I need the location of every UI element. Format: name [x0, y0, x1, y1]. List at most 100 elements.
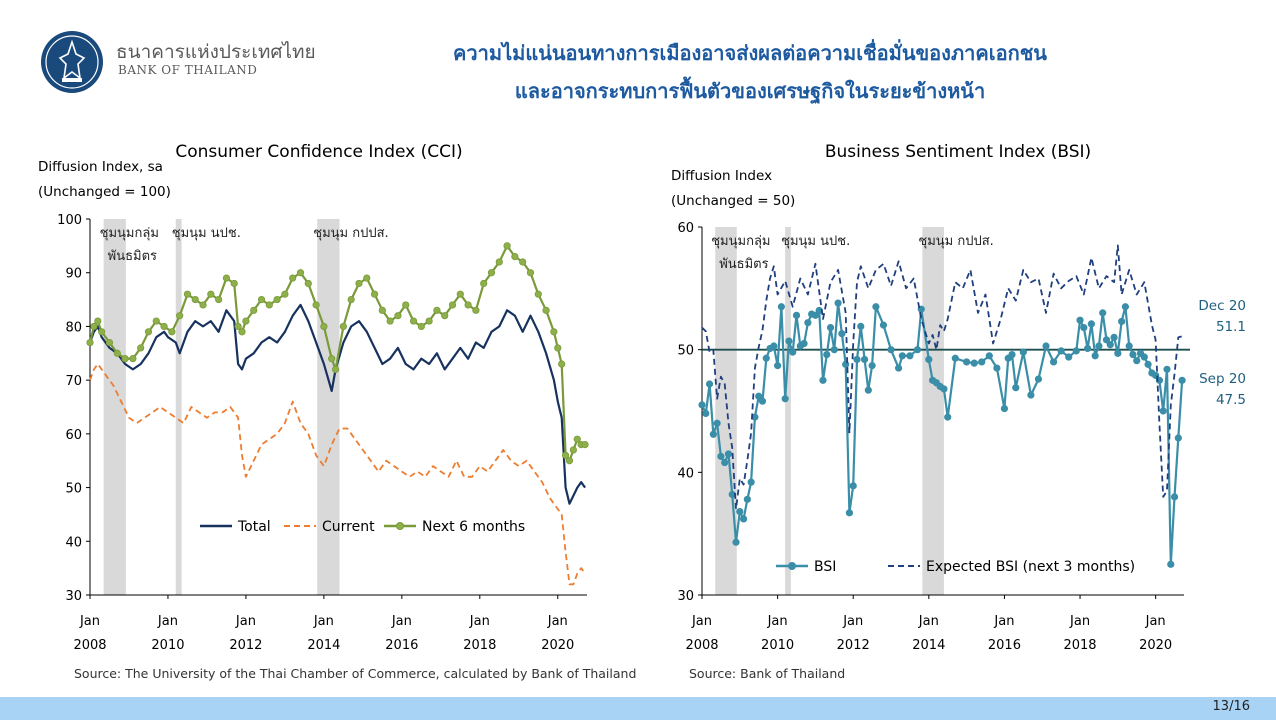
x-tick-month: Jan [313, 614, 334, 629]
chart-title: Consumer Confidence Index (CCI) [175, 142, 462, 162]
source-note: Source: Bank of Thailand [689, 666, 845, 681]
x-tick-year: 2008 [685, 638, 718, 653]
x-tick-year: 2018 [463, 638, 496, 653]
data-point [402, 301, 410, 309]
data-point [417, 322, 425, 331]
x-tick-year: 2016 [988, 638, 1021, 653]
data-point [1087, 320, 1095, 328]
x-tick-month: Jan [1145, 614, 1166, 629]
series-line-current [89, 363, 586, 586]
legend-label: Next 6 months [422, 519, 525, 535]
x-tick-month: Jan [79, 614, 100, 629]
data-point [944, 413, 952, 421]
bsi-chart: ชุมนุมกลุ่มพันธมิตร ชุมนุม นปช. ชุมนุม กปป… [671, 142, 1246, 681]
data-point [724, 450, 733, 458]
data-point [978, 358, 986, 366]
data-point [176, 312, 184, 320]
data-point [811, 311, 820, 319]
data-point [433, 306, 441, 314]
data-point [1019, 348, 1027, 356]
shaded-period-label: พันธมิตร [719, 257, 768, 272]
shaded-period [103, 219, 126, 595]
data-point [160, 322, 168, 331]
data-point [495, 258, 503, 266]
data-point [558, 360, 566, 368]
data-point [339, 322, 347, 331]
x-tick-month: Jan [767, 614, 788, 629]
data-point [913, 346, 922, 354]
data-point [713, 419, 721, 427]
data-point [853, 355, 861, 364]
data-point [487, 269, 496, 277]
legend-label: Total [237, 519, 271, 535]
data-point [721, 458, 729, 467]
data-point [777, 303, 785, 311]
data-point [94, 317, 102, 325]
x-tick-year: 2012 [229, 638, 262, 653]
data-point [1110, 333, 1118, 341]
data-point [732, 538, 740, 546]
data-point [331, 365, 340, 373]
data-point [472, 306, 480, 314]
data-point [705, 380, 714, 388]
footer-bar [0, 697, 1276, 720]
x-tick-year: 2020 [1139, 638, 1172, 653]
data-point [1170, 493, 1179, 501]
y-axis-label-line-2: (Unchanged = 100) [38, 184, 171, 200]
data-point [860, 355, 869, 364]
data-point [1102, 336, 1111, 344]
data-point [464, 301, 472, 309]
x-tick-year: 2008 [73, 638, 106, 653]
data-point [951, 354, 959, 362]
x-tick-month: Jan [842, 614, 863, 629]
data-point [503, 242, 511, 250]
data-point [830, 346, 838, 354]
data-point [230, 279, 238, 288]
data-point [273, 295, 281, 304]
data-point [834, 299, 842, 307]
page-number: 13/16 [1212, 699, 1250, 714]
data-point [963, 358, 971, 366]
data-point [312, 301, 320, 309]
data-point [985, 352, 993, 360]
data-point [1076, 316, 1084, 324]
data-point [347, 295, 355, 304]
y-tick-label: 30 [677, 589, 694, 604]
x-tick-year: 2014 [912, 638, 945, 653]
bank-of-thailand-logo [41, 31, 103, 93]
data-point [709, 430, 717, 438]
data-point [823, 350, 831, 359]
x-tick-year: 2014 [307, 638, 340, 653]
shaded-period-label: ชุมนุม นปช. [781, 234, 850, 249]
data-point [320, 322, 328, 331]
data-point [250, 306, 258, 314]
data-point [565, 457, 574, 465]
shaded-period-label: ชุมนุม กปปส. [918, 234, 993, 249]
data-point [857, 322, 865, 330]
data-point [1012, 384, 1020, 392]
data-point [98, 328, 106, 336]
data-point [526, 269, 535, 277]
data-point [781, 395, 789, 403]
y-tick-label: 70 [65, 374, 82, 389]
x-tick-month: Jan [235, 614, 256, 629]
data-point [441, 312, 449, 320]
data-point [534, 290, 542, 298]
data-point [183, 290, 192, 298]
data-point [296, 269, 305, 277]
data-point [879, 321, 888, 329]
data-point [289, 274, 297, 282]
shaded-period-label: พันธมิตร [108, 249, 157, 264]
data-point [940, 385, 948, 393]
y-axis-label-line-1: Diffusion Index, sa [38, 159, 163, 175]
legend-label: Expected BSI (next 3 months) [926, 559, 1135, 575]
data-point [906, 352, 914, 360]
data-point [378, 306, 386, 314]
data-point [755, 392, 763, 400]
data-point [758, 397, 767, 405]
series-line-bsi [700, 302, 1184, 566]
y-tick-label: 50 [677, 344, 694, 359]
data-point [199, 301, 207, 309]
x-tick-year: 2012 [837, 638, 870, 653]
headline-line-2: และอาจกระทบการฟื้นตัวของเศรษฐกิจในระยะข้… [514, 79, 986, 103]
